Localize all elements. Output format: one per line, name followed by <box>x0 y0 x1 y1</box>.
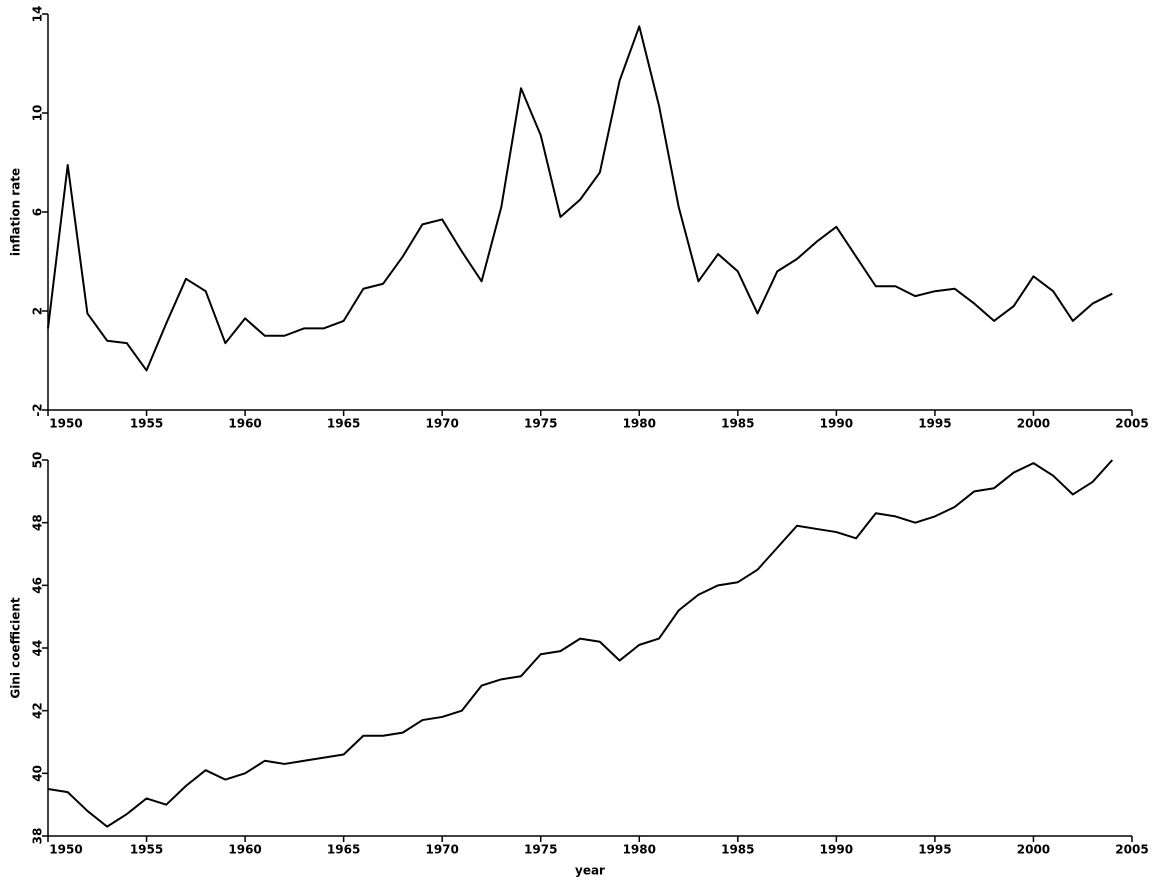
data-line <box>47 459 1114 828</box>
y-tick-label: 46 <box>31 577 45 594</box>
y-tick-label: 42 <box>31 702 45 719</box>
y-tick-label: -2 <box>31 403 45 416</box>
x-tick-label: 1990 <box>820 417 853 431</box>
x-tick-label: 2005 <box>1115 417 1148 431</box>
x-tick-label: 1975 <box>524 417 557 431</box>
x-tick-label: 1950 <box>49 843 82 857</box>
x-tick-label: 2000 <box>1017 843 1050 857</box>
y-tick-label: 14 <box>31 6 45 23</box>
y-axis-label: Gini coefficient <box>9 597 23 699</box>
x-tick-label: 1960 <box>228 843 261 857</box>
x-tick-label: 1950 <box>49 417 82 431</box>
x-tick-label: 1955 <box>130 417 163 431</box>
x-tick-label: 1970 <box>425 843 458 857</box>
x-axis-label: year <box>575 864 605 878</box>
x-tick-label: 1990 <box>820 843 853 857</box>
y-tick-label: 6 <box>31 208 45 216</box>
y-tick-label: 44 <box>31 640 45 657</box>
y-tick-label: 10 <box>31 105 45 122</box>
x-tick-label: 2005 <box>1115 843 1148 857</box>
y-tick-label: 40 <box>31 765 45 782</box>
y-tick-label: 38 <box>31 828 45 845</box>
x-tick-label: 1960 <box>228 417 261 431</box>
x-tick-label: 1985 <box>721 843 754 857</box>
x-tick-label: 1965 <box>327 417 360 431</box>
x-tick-label: 1975 <box>524 843 557 857</box>
y-tick-label: 2 <box>31 307 45 315</box>
x-tick-label: 1955 <box>130 843 163 857</box>
y-axis-label: inflation rate <box>9 168 23 256</box>
x-tick-label: 1965 <box>327 843 360 857</box>
y-tick-label: 48 <box>31 514 45 531</box>
x-tick-label: 1970 <box>425 417 458 431</box>
x-tick-label: 1980 <box>623 417 656 431</box>
x-tick-label: 1995 <box>918 843 951 857</box>
x-tick-label: 1985 <box>721 417 754 431</box>
x-tick-label: 2000 <box>1017 417 1050 431</box>
y-tick-label: 50 <box>31 452 45 469</box>
x-tick-label: 1980 <box>623 843 656 857</box>
data-line <box>47 25 1113 372</box>
x-tick-label: 1995 <box>918 417 951 431</box>
